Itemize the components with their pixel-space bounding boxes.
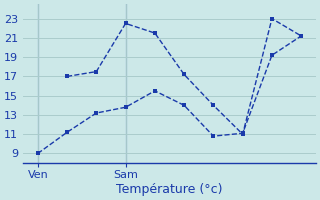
X-axis label: Température (°c): Température (°c): [116, 183, 223, 196]
